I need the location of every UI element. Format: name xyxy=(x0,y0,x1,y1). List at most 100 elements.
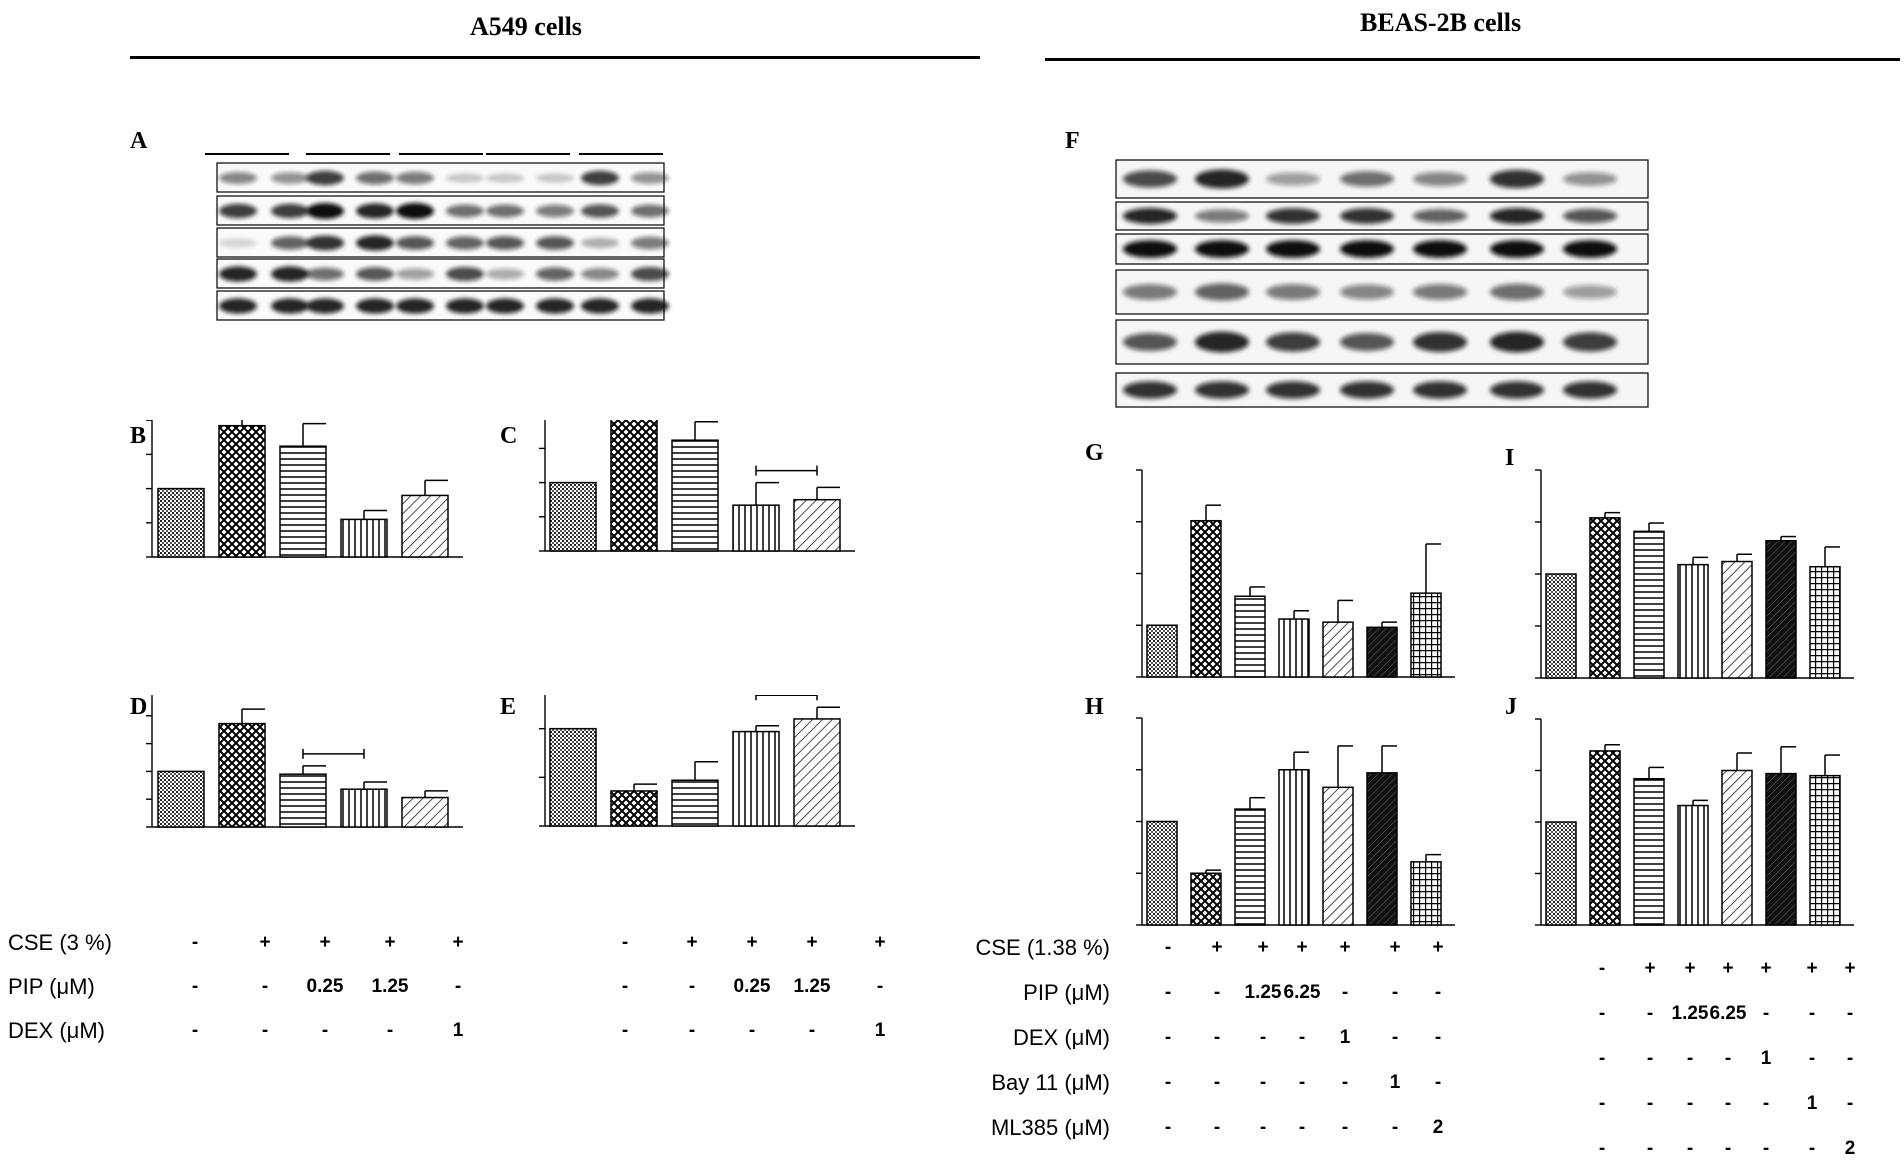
band xyxy=(486,173,524,183)
band xyxy=(1563,208,1617,224)
band xyxy=(219,298,257,314)
bar xyxy=(157,487,205,558)
blot-a xyxy=(150,96,870,376)
treatment-value: 1.25 xyxy=(1244,982,1282,1003)
band xyxy=(396,268,434,280)
band xyxy=(219,172,257,184)
band xyxy=(1340,284,1394,300)
treatment-value-j: - xyxy=(1646,1003,1654,1024)
chart-b xyxy=(146,420,463,558)
treatment-value: + xyxy=(384,932,396,953)
treatment-value-e: 0.25 xyxy=(733,976,771,997)
band xyxy=(631,267,669,281)
bar xyxy=(1633,777,1665,926)
treatment-value: - xyxy=(1164,1027,1172,1048)
band xyxy=(1413,332,1467,352)
band xyxy=(1413,171,1467,187)
panel-label-d: D xyxy=(130,694,148,720)
treatment-value: - xyxy=(1259,1072,1267,1093)
treatment-value-j: + xyxy=(1806,958,1818,979)
treatment-value: + xyxy=(452,932,464,953)
bar xyxy=(671,439,719,552)
chart-g xyxy=(1136,469,1455,678)
bar xyxy=(1545,821,1577,926)
band xyxy=(581,204,619,218)
bar xyxy=(1234,808,1266,926)
bar xyxy=(340,518,388,558)
band xyxy=(536,267,574,281)
band xyxy=(581,237,619,249)
panel-label-c: C xyxy=(500,423,518,449)
band xyxy=(306,203,344,219)
treatment-value-e: + xyxy=(806,932,818,953)
chart-e xyxy=(539,695,855,827)
treatment-label: PIP (μM) xyxy=(1023,980,1110,1005)
treatment-value: - xyxy=(1298,1117,1306,1138)
treatment-value: - xyxy=(1341,1117,1349,1138)
band xyxy=(631,298,669,314)
treatment-value-e: - xyxy=(688,976,696,997)
band xyxy=(396,298,434,314)
panel-label-h: H xyxy=(1085,694,1104,720)
treatment-value: - xyxy=(1259,1117,1267,1138)
treatment-value: + xyxy=(1296,937,1308,958)
band xyxy=(1123,381,1177,399)
panel-label-e: E xyxy=(500,694,517,720)
treatment-value-e: - xyxy=(748,1020,756,1041)
band xyxy=(396,171,434,185)
treatment-label: CSE (1.38 %) xyxy=(975,935,1111,960)
treatment-value: - xyxy=(1164,937,1172,958)
treatment-label: PIP (μM) xyxy=(8,974,95,999)
treatment-value: - xyxy=(1298,1027,1306,1048)
bar xyxy=(1366,772,1398,926)
band xyxy=(1490,331,1544,353)
treatment-value-e: + xyxy=(874,932,886,953)
treatment-value-j: + xyxy=(1844,958,1856,979)
treatment-value-j: - xyxy=(1724,1138,1732,1159)
band xyxy=(219,238,257,248)
treatment-value-j: - xyxy=(1762,1093,1770,1114)
band xyxy=(631,172,669,184)
treatment-value: - xyxy=(386,1020,394,1041)
treatment-value-j: 1 xyxy=(1760,1048,1772,1069)
treatment-value-j: - xyxy=(1686,1048,1694,1069)
band xyxy=(1563,285,1617,299)
treatment-value-j: - xyxy=(1808,1138,1816,1159)
treatment-value-j: - xyxy=(1724,1048,1732,1069)
bar xyxy=(1322,621,1354,678)
band xyxy=(446,267,484,281)
bar xyxy=(1809,565,1841,679)
bar xyxy=(279,773,327,828)
treatment-value: - xyxy=(1164,1072,1172,1093)
bar xyxy=(1809,774,1841,926)
band xyxy=(1195,169,1249,189)
band xyxy=(1563,332,1617,352)
treatment-value-j: - xyxy=(1646,1048,1654,1069)
band xyxy=(536,298,574,314)
treatment-table-right: CSE (1.38 %) - - + + + + + + + + + + + + PIP (μM) - - - - 1.… xyxy=(900,935,1904,1159)
band xyxy=(1266,284,1320,300)
band xyxy=(1490,169,1544,189)
treatment-value-j: - xyxy=(1846,1003,1854,1024)
bar xyxy=(401,494,449,558)
bar xyxy=(1234,595,1266,678)
treatment-value-e: 1.25 xyxy=(793,976,831,997)
treatment-value-e: - xyxy=(688,1020,696,1041)
band xyxy=(1490,207,1544,225)
treatment-value: - xyxy=(1434,982,1442,1003)
bar xyxy=(1589,750,1621,926)
bar xyxy=(1190,872,1222,926)
bar xyxy=(1322,786,1354,926)
band xyxy=(396,203,434,219)
treatment-value-j: - xyxy=(1846,1093,1854,1114)
treatment-value: - xyxy=(1164,1117,1172,1138)
treatment-value: - xyxy=(261,976,269,997)
band xyxy=(1340,240,1394,258)
band xyxy=(446,204,484,218)
left-header: A549 cells xyxy=(470,12,582,41)
treatment-value-j: - xyxy=(1598,1138,1606,1159)
band xyxy=(1266,240,1320,258)
band xyxy=(1266,208,1320,224)
band xyxy=(1195,283,1249,301)
treatment-value-j: 1.25 xyxy=(1671,1003,1709,1024)
